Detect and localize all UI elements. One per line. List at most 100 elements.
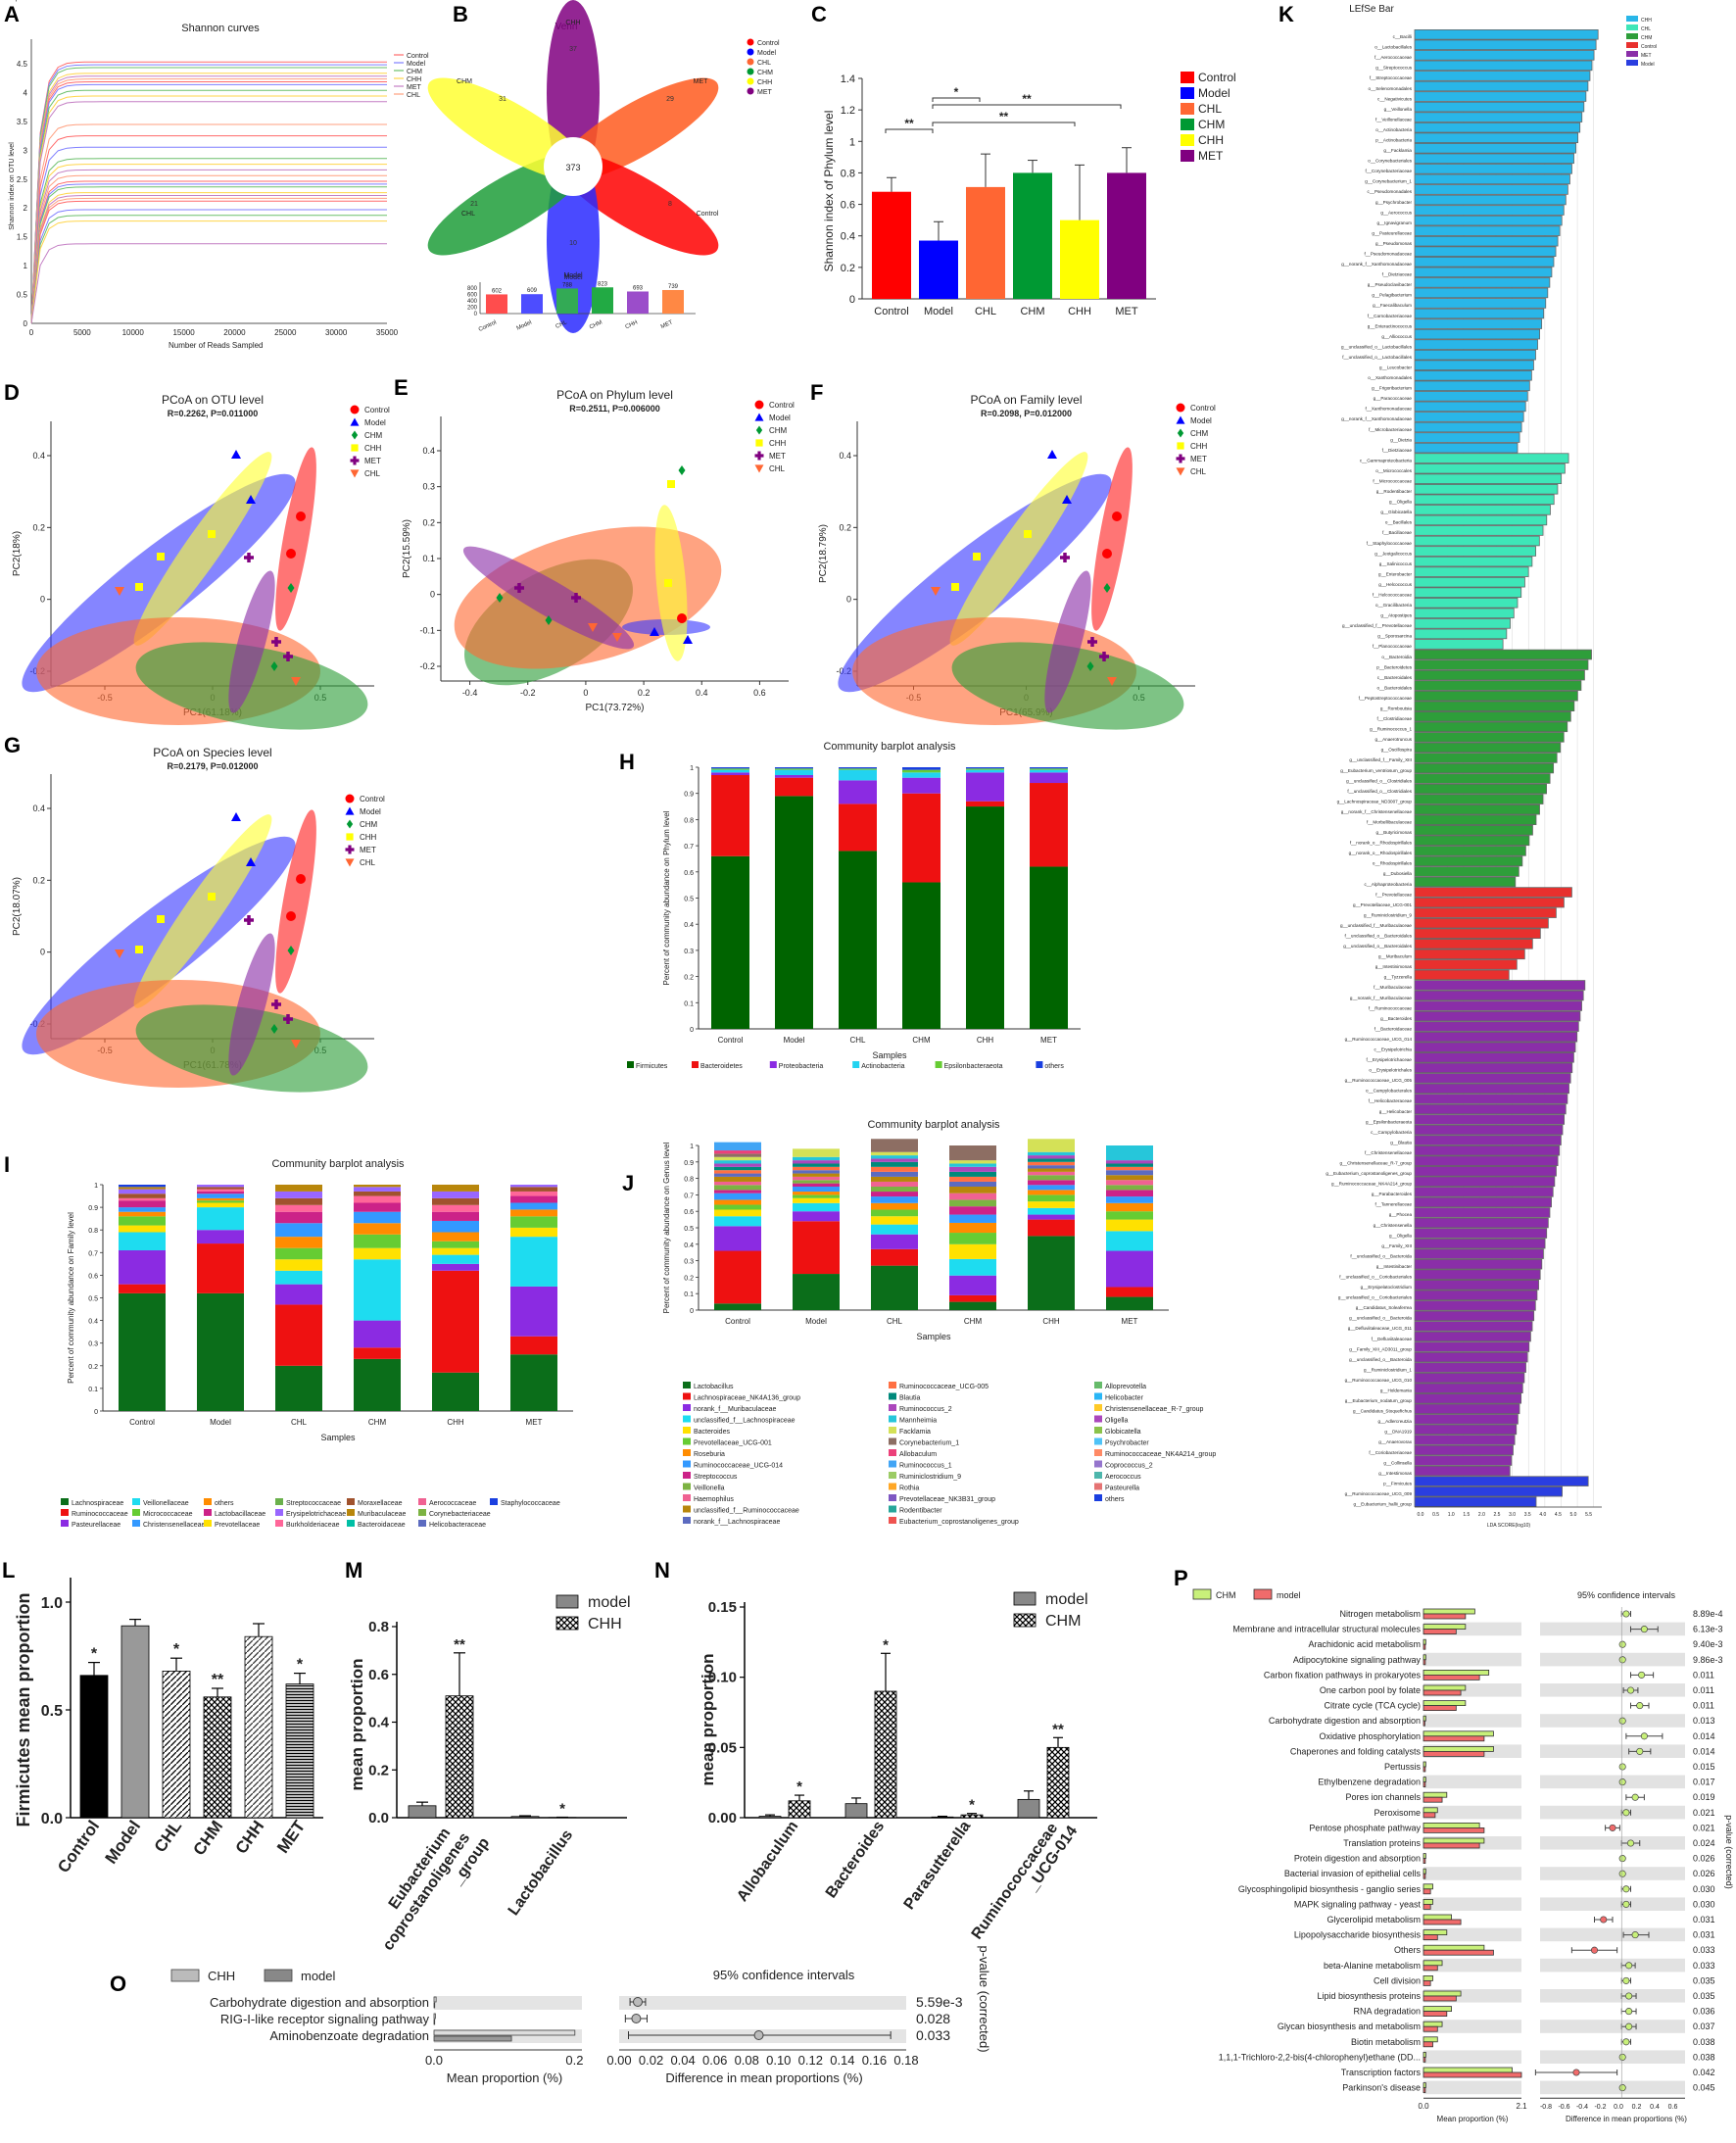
p-value: 0.038	[1693, 2037, 1715, 2047]
bar-segment	[714, 1204, 761, 1210]
feature-label: f__Dietziaceae	[1382, 448, 1413, 453]
panel-letter: K	[1278, 2, 1294, 26]
bar-segment	[1028, 1214, 1075, 1220]
pathway-label: Biotin metabolism	[1351, 2037, 1421, 2047]
axis-title: Samples	[872, 1050, 907, 1060]
data-point	[545, 615, 553, 625]
legend-label: Ruminococcus_2	[899, 1406, 952, 1413]
legend-label: Epsilonbacteraeota	[11, 0, 70, 2]
panel-letter: C	[811, 2, 827, 26]
tick-label: 0.1	[684, 1291, 694, 1298]
panel-p: CHM model 95% confidence intervals Nitrogen…	[1192, 1588, 1734, 2123]
bar-segment	[1028, 1165, 1075, 1169]
feature-label: g__Eubacterium_hallii_group	[1353, 1502, 1412, 1507]
bar-segment	[949, 1206, 996, 1215]
bar	[1423, 1965, 1438, 1972]
legend-swatch	[170, 1969, 200, 1982]
tick-label: 0.3	[684, 1259, 694, 1266]
legend-swatch	[347, 1509, 355, 1516]
bar-segment	[432, 1185, 479, 1192]
legend-label: Helicobacter	[1105, 1395, 1144, 1402]
bar	[121, 1625, 150, 1819]
feature-label: o__Micrococcales	[1375, 468, 1412, 473]
tick-label: 3	[24, 146, 28, 155]
legend-swatch	[889, 1404, 896, 1411]
p-value: 0.013	[1693, 1716, 1715, 1726]
feature-label: g__Dubosiella	[1383, 871, 1413, 876]
diff-point	[1640, 1626, 1648, 1633]
pathway-label: Membrane and intracellular structural mo…	[1232, 1625, 1421, 1634]
bar-segment	[1028, 1168, 1075, 1172]
data-point	[951, 583, 959, 591]
series-line	[30, 164, 387, 324]
pathway-label: Adipocytokine signaling pathway	[1293, 1655, 1422, 1665]
bar-segment	[966, 806, 1004, 1029]
bar-segment	[839, 851, 877, 1029]
tick-label: 0.5	[684, 1226, 694, 1233]
data-point	[1176, 403, 1185, 413]
feature-label: g__Anaerotruncus	[1374, 737, 1412, 742]
legend-label: CHH	[407, 76, 421, 83]
diff-point	[1636, 1702, 1644, 1710]
venn-center	[544, 137, 603, 196]
lda-bar	[1414, 525, 1544, 536]
p-value: 0.033	[1693, 1961, 1715, 1971]
legend-swatch	[747, 77, 754, 85]
lda-bar	[1414, 1465, 1511, 1477]
lda-bar	[1414, 1010, 1581, 1022]
feature-label: o__Bacteroidia	[1381, 655, 1412, 659]
feature-label: g__norank_f__Xanthomonadaceae	[1341, 262, 1412, 267]
bar	[1423, 1608, 1475, 1615]
tick-label: 0.18	[893, 2053, 918, 2068]
axis-title: mean proportion	[699, 1653, 717, 1785]
tick-label: 0.5	[684, 897, 694, 903]
bar-segment	[793, 1194, 840, 1198]
bar-segment	[119, 1225, 166, 1233]
tick-label: 0.2	[88, 1364, 98, 1371]
lda-bar	[1414, 711, 1571, 722]
legend-label: Veillonella	[694, 1485, 725, 1492]
bar	[1423, 1899, 1433, 1905]
axis-title: p-value (corrected)	[977, 1945, 991, 2052]
legend-label: model	[588, 1594, 631, 1611]
feature-label: g__Veillonella	[1384, 107, 1413, 112]
tick-label: 0.5	[17, 291, 28, 300]
bar-segment	[949, 1243, 996, 1259]
pathway-label: One carbon pool by folate	[1320, 1685, 1421, 1695]
bar-segment	[510, 1336, 557, 1355]
legend-label: Proteobacteria	[779, 1063, 824, 1070]
tick-label: 0.1	[88, 1387, 98, 1393]
data-point	[286, 911, 296, 921]
data-point	[571, 593, 581, 603]
legend-label: Prevotellaceae_UCG-001	[694, 1440, 772, 1447]
legend-label: CHH	[757, 79, 772, 86]
lda-bar	[1414, 473, 1563, 485]
lda-bar	[1414, 463, 1566, 474]
diff-point	[1626, 1686, 1635, 1694]
row-band	[1540, 2050, 1685, 2064]
data-point	[345, 845, 355, 854]
bar	[1423, 1720, 1425, 1727]
bar-segment	[432, 1211, 479, 1221]
lda-bar	[1414, 556, 1533, 567]
bar-segment	[1106, 1202, 1153, 1212]
legend-label: CHH	[364, 444, 382, 453]
legend-swatch	[1094, 1449, 1102, 1456]
bar-segment	[871, 1181, 918, 1187]
bar-segment	[1106, 1163, 1153, 1167]
feature-label: g__Intestimonas	[1378, 1471, 1412, 1476]
lda-bar	[1414, 1341, 1530, 1352]
tick-label: CHM	[964, 1317, 983, 1326]
feature-label: g__Ruminococcaceae_NK4A214_group	[1331, 1182, 1412, 1187]
chart-title: Community barplot analysis	[867, 1119, 1000, 1131]
pathway-label: beta-Alanine metabolism	[1324, 1961, 1421, 1971]
feature-label: g__Ruminiclostridium_9	[1364, 912, 1412, 917]
series-line	[30, 215, 387, 324]
tick-label: 0.2	[422, 517, 435, 527]
p-value: 0.036	[1693, 2007, 1715, 2017]
legend-swatch	[204, 1498, 212, 1505]
bar	[1423, 1873, 1426, 1879]
tick-label: 0.1	[684, 1000, 694, 1007]
tick-label: 0.4	[696, 688, 708, 698]
bar	[1423, 1888, 1431, 1895]
